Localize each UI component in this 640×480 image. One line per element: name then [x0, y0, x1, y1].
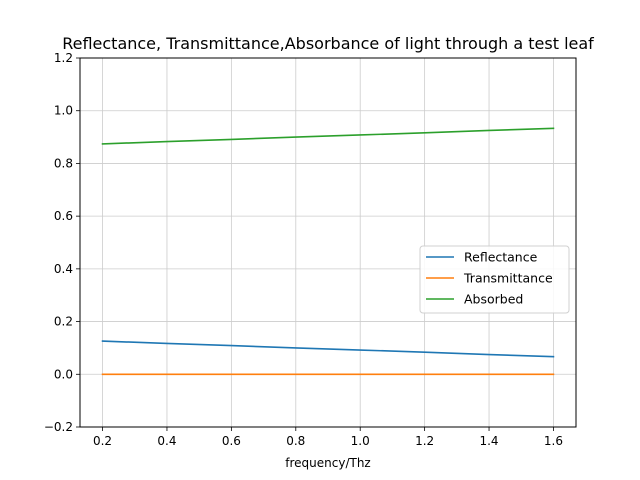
y-tick-label: 0.2	[54, 315, 73, 329]
legend: Reflectance Transmittance Absorbed	[419, 245, 570, 314]
y-tick-label: 0.6	[54, 209, 73, 223]
series-line-reflectance	[101, 340, 555, 358]
x-tick-label: 0.6	[222, 434, 241, 448]
x-tick-label: 0.2	[93, 434, 112, 448]
y-tick-label: 0.4	[54, 262, 73, 276]
chart-title: Reflectance, Transmittance,Absorbance of…	[62, 34, 594, 53]
x-tick-label: 1.6	[544, 434, 563, 448]
grid-layer	[80, 57, 576, 428]
plot-frame	[79, 57, 577, 428]
y-tick-label: 0.0	[54, 367, 73, 381]
x-tick-label: 1.0	[351, 434, 370, 448]
x-axis-label: frequency/Thz	[285, 456, 370, 470]
x-tick-label: 1.4	[479, 434, 498, 448]
y-tick-label: −0.2	[44, 420, 73, 434]
tick-layer: 0.2 0.4 0.6 0.8 1.0 1.2 1.4 1.6 −0.2 0.0 0.2 0.4 0.6…	[44, 51, 563, 448]
y-tick-label: 1.0	[54, 104, 73, 118]
legend-label: Absorbed	[464, 292, 523, 307]
x-tick-label: 0.8	[286, 434, 305, 448]
legend-label: Transmittance	[463, 271, 553, 286]
legend-box	[419, 245, 570, 314]
series-layer	[101, 127, 555, 376]
y-tick-label: 0.8	[54, 156, 73, 170]
series-line-absorbed	[101, 127, 555, 145]
x-tick-label: 1.2	[415, 434, 434, 448]
x-tick-label: 0.4	[157, 434, 176, 448]
y-tick-label: 1.2	[54, 51, 73, 65]
legend-label: Reflectance	[464, 250, 538, 265]
